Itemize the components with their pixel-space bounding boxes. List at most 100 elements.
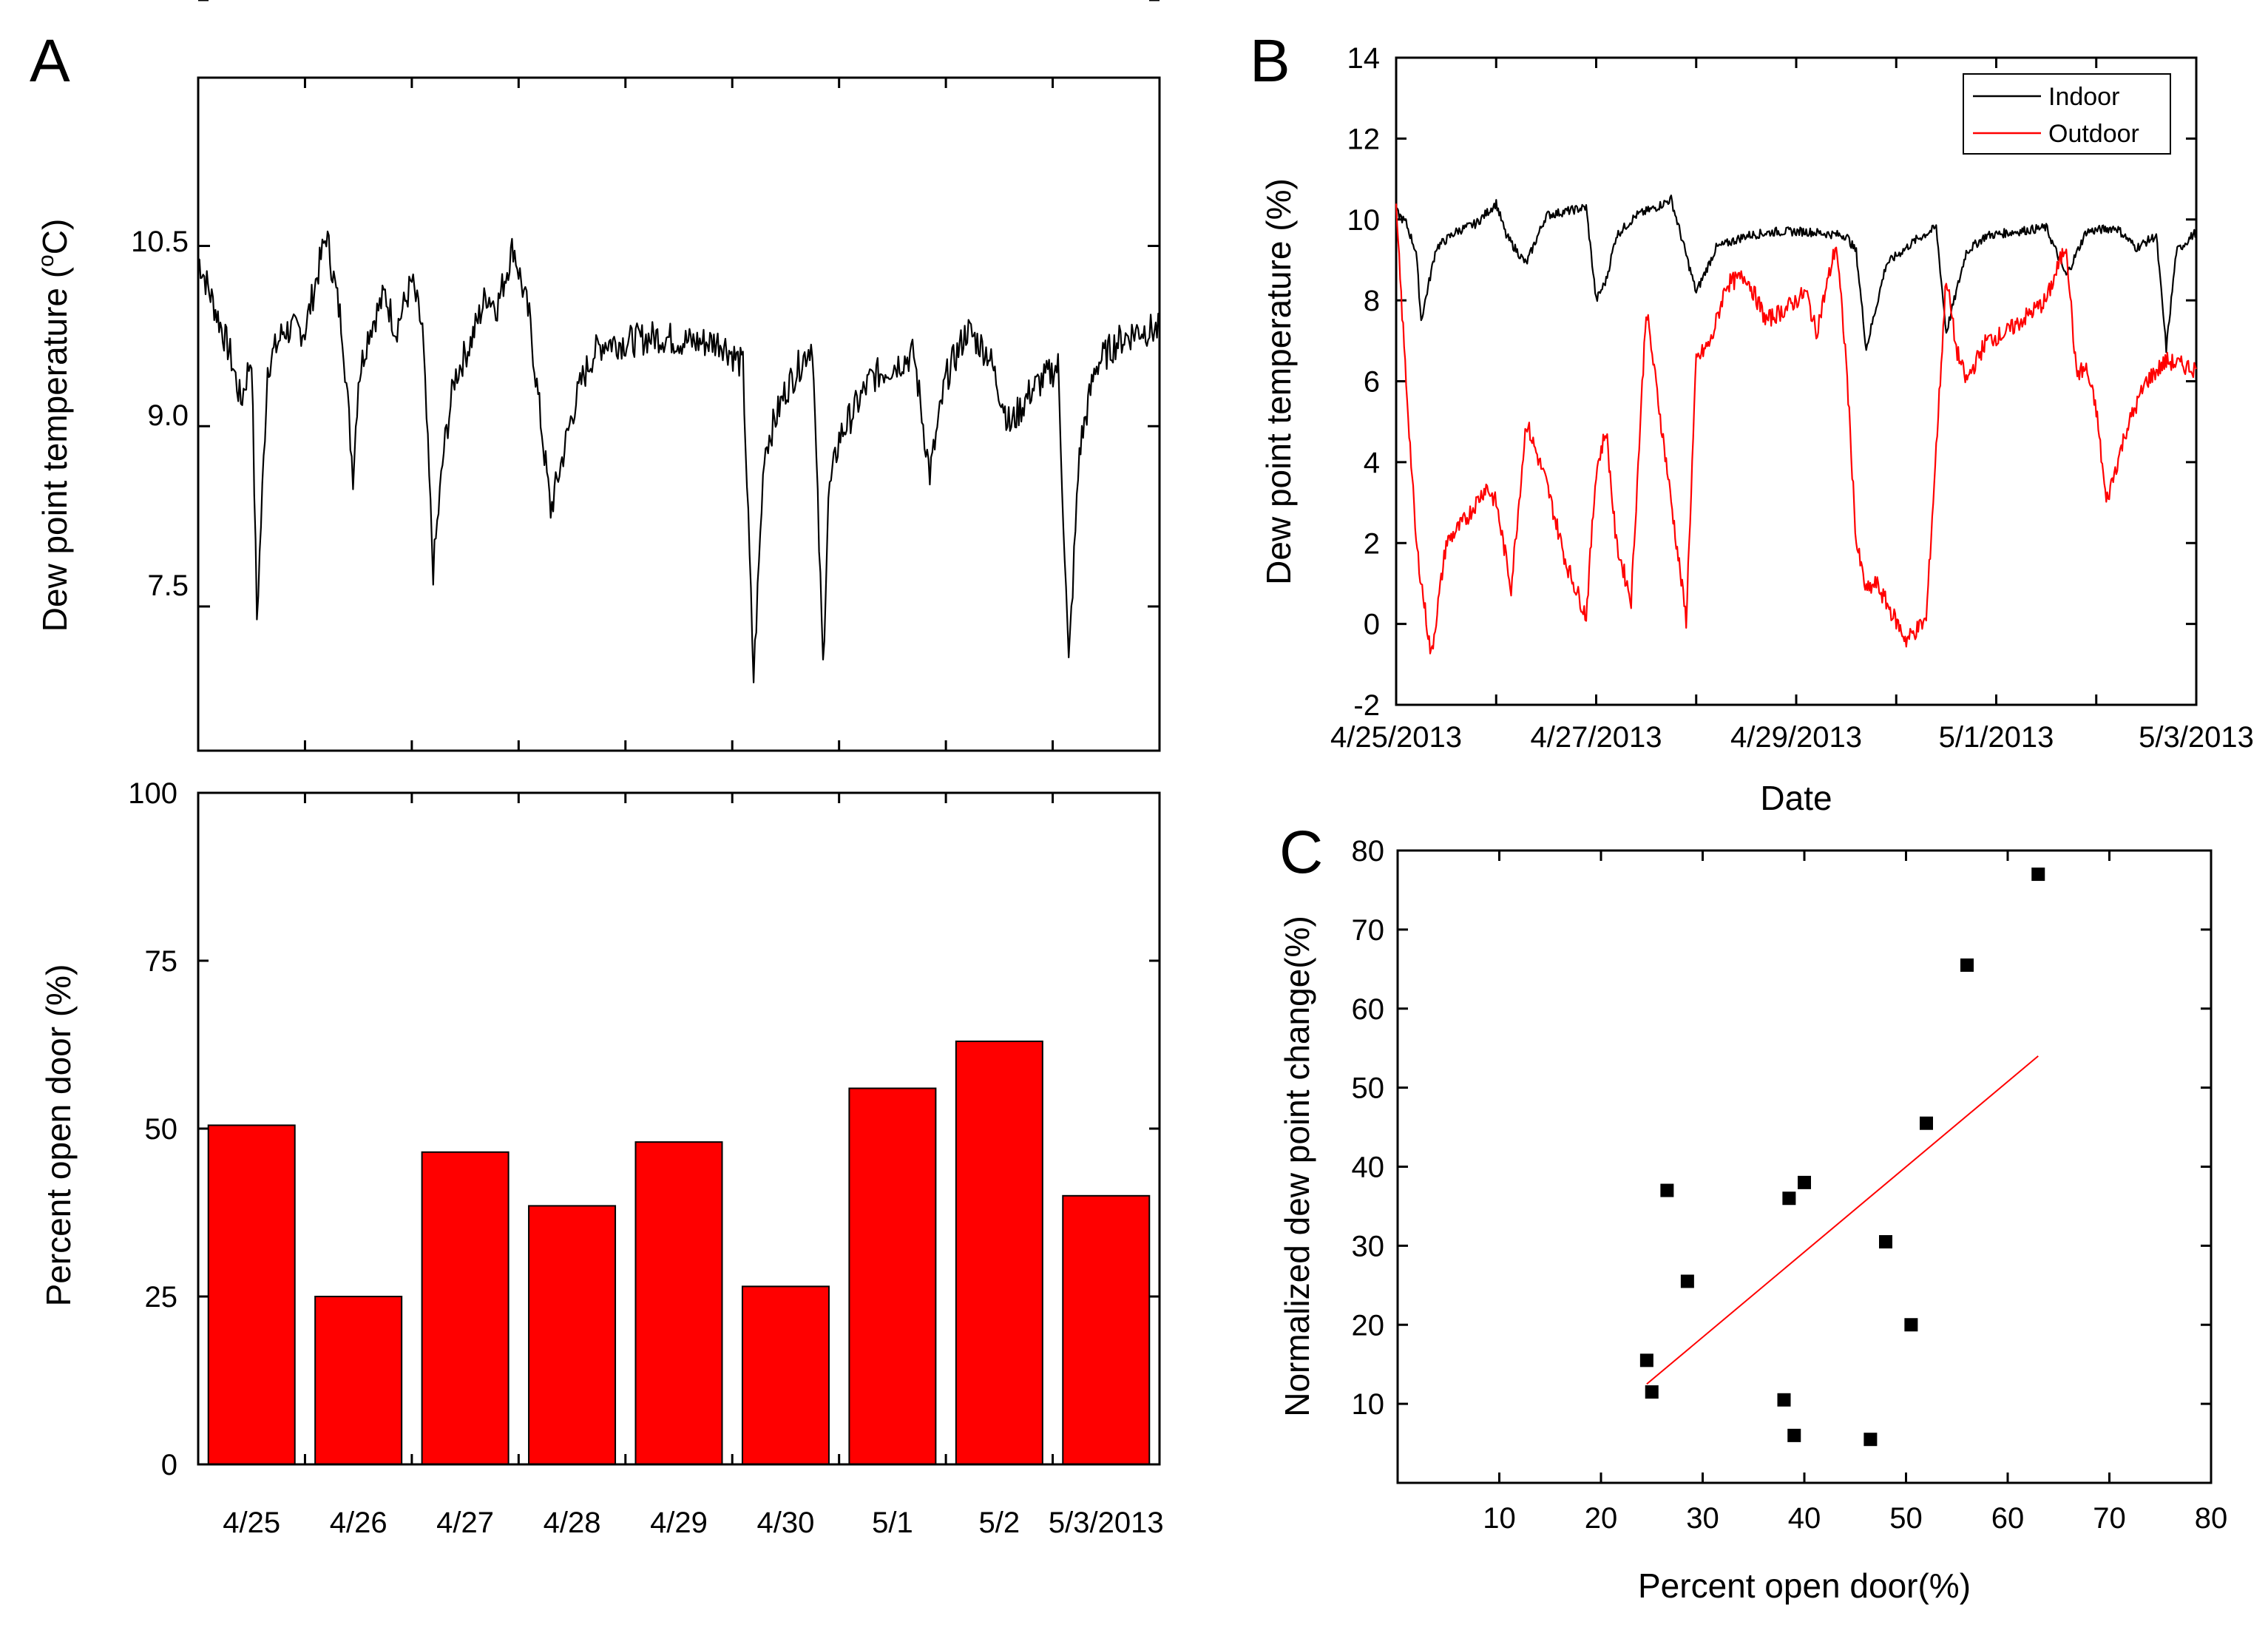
panel-b-indoor-line: [1395, 195, 2198, 354]
panel-c-point: [1645, 1385, 1659, 1399]
panel-b-xtick-label: 5/3/2013: [2139, 721, 2254, 754]
panel-c-points: [1639, 868, 2045, 1447]
panel-c-ytick-label: 30: [1352, 1230, 1385, 1262]
panel-b: B -2 0 2 4 6 8 10 12 14 4/25/2013 4/27/2013 4/29/2…: [1250, 27, 2254, 817]
panel-a-bottom-xtick-label: 5/2: [979, 1507, 1020, 1539]
panel-a-top-ylabel-main: Dew point temperature (: [35, 266, 74, 632]
panel-c-point: [1798, 1175, 1811, 1189]
panel-b-xtick-labels: 4/25/2013 4/27/2013 4/29/2013 5/1/2013 5/3/2…: [1330, 721, 2254, 754]
panel-a-top-chart: 7.5 9.0 10.5 Dew point temperature (oC): [34, 0, 1161, 752]
panel-a-bottom-ytick-label: 75: [145, 945, 178, 978]
panel-b-frame: [1395, 56, 2198, 706]
panel-c-xtick-label: 60: [1991, 1502, 2025, 1535]
panel-c-y-axis-label: Normalized dew point change(%): [1278, 916, 1316, 1417]
panel-c-ytick-label: 60: [1352, 993, 1385, 1026]
panel-c-xtick-label: 50: [1889, 1502, 1923, 1535]
panel-a-top-ylabel-sup: o: [34, 254, 58, 267]
panel-c-point: [1904, 1318, 1918, 1332]
panel-a-bottom-xtick-label: 4/30: [757, 1507, 815, 1539]
panel-c-xtick-label: 20: [1585, 1502, 1618, 1535]
panel-a-bottom-ytick-label: 0: [161, 1449, 177, 1481]
panel-a-bar: [634, 1141, 723, 1466]
panel-c-point: [1787, 1428, 1801, 1442]
panel-b-ytick-labels: -2 0 2 4 6 8 10 12 14: [1347, 42, 1381, 722]
panel-a-bottom-ytick-label: 50: [145, 1113, 178, 1146]
panel-b-ytick-label: -2: [1353, 689, 1380, 722]
panel-c-x-axis-label: Percent open door(%): [1638, 1566, 1971, 1605]
panel-c-xtick-label: 40: [1788, 1502, 1821, 1535]
panel-c-point: [1864, 1433, 1878, 1447]
panel-a-top-ytick-label: 7.5: [147, 569, 189, 602]
panel-b-ticks: [1395, 56, 2198, 706]
panel-b-xtick-label: 4/29/2013: [1730, 721, 1862, 754]
panel-b-ytick-label: 0: [1364, 609, 1380, 641]
panel-a-bottom-xtick-label: 4/29: [650, 1507, 708, 1539]
panel-a-bottom-xtick-label: 4/25: [223, 1507, 280, 1539]
panel-b-legend-indoor-label: Indoor: [2048, 83, 2119, 111]
panel-c-point: [1680, 1274, 1694, 1288]
panel-b-xtick-label: 5/1/2013: [1939, 721, 2054, 754]
panel-c-point: [1660, 1183, 1674, 1197]
panel-a-top-frame: [197, 76, 1161, 752]
panel-b-legend-outdoor-label: Outdoor: [2048, 120, 2139, 148]
panel-a-bar: [421, 1151, 510, 1466]
panel-c-ytick-label: 70: [1352, 914, 1385, 947]
panel-c-point: [1879, 1235, 1892, 1249]
panel-a-top-ytick-label: 10.5: [131, 226, 189, 258]
panel-c-letter: C: [1279, 819, 1323, 886]
panel-a: A 7.5 9.0 10.5 Dew point temperature (oC…: [30, 0, 1164, 1539]
panel-b-xtick-label: 4/27/2013: [1531, 721, 1662, 754]
panel-c: C 10 20 30 40 50 60 70 80 10 20 30 40 50 60 70 80 Norm…: [1278, 819, 2227, 1605]
panel-c-xtick-label: 10: [1483, 1502, 1516, 1535]
panel-b-ytick-label: 4: [1364, 447, 1380, 479]
panel-c-fit-line: [1646, 1055, 2039, 1385]
panel-a-top-dewpoint-line: [197, 230, 1161, 683]
panel-b-outdoor-line: [1395, 203, 2198, 655]
panel-c-ytick-label: 10: [1352, 1388, 1385, 1421]
panel-c-point: [1777, 1393, 1791, 1407]
panel-c-point: [1782, 1191, 1796, 1206]
panel-b-legend-box: [1963, 73, 2171, 155]
panel-b-ytick-label: 6: [1364, 366, 1380, 399]
panel-a-top-ytick-label: 9.0: [147, 399, 189, 432]
panel-a-top-ylabel-end: C): [35, 219, 74, 255]
panel-c-xtick-labels: 10 20 30 40 50 60 70 80: [1483, 1502, 2227, 1535]
panel-b-y-axis-label: Dew point temperature (%): [1259, 178, 1298, 585]
panel-a-bottom-ytick-label: 100: [128, 777, 177, 810]
panel-c-xtick-label: 70: [2093, 1502, 2126, 1535]
panel-c-point: [1960, 958, 1974, 972]
panel-a-bottom-xtick-label: 5/1: [872, 1507, 913, 1539]
panel-a-bottom-xtick-label: 4/28: [544, 1507, 601, 1539]
panel-c-ytick-label: 20: [1352, 1309, 1385, 1342]
panel-c-xtick-label: 80: [2195, 1502, 2228, 1535]
panel-c-ytick-labels: 10 20 30 40 50 60 70 80: [1352, 835, 1385, 1421]
panel-b-ytick-label: 10: [1347, 204, 1381, 237]
panel-c-ytick-label: 50: [1352, 1072, 1385, 1105]
panel-a-bars: [207, 1040, 1151, 1466]
panel-c-ytick-label: 80: [1352, 835, 1385, 868]
panel-a-letter: A: [30, 27, 70, 95]
panel-a-bar: [314, 1296, 403, 1465]
panel-a-bottom-xtick-label: 4/26: [330, 1507, 387, 1539]
panel-c-frame: [1396, 849, 2213, 1484]
panel-a-bar: [848, 1087, 937, 1466]
panel-a-bottom-ytick-label: 25: [145, 1281, 178, 1314]
panel-b-ytick-label: 12: [1347, 123, 1381, 155]
panel-a-bar: [528, 1205, 617, 1466]
panel-b-ytick-label: 14: [1347, 42, 1381, 75]
panel-c-xtick-label: 30: [1686, 1502, 1719, 1535]
panel-b-ytick-label: 8: [1364, 285, 1380, 317]
panel-a-bottom-y-axis-label: Percent open door (%): [39, 964, 78, 1307]
panel-a-bar: [207, 1124, 296, 1465]
panel-a-bottom-ticks: [197, 791, 1161, 1466]
panel-a-top-ticks: [197, 0, 1161, 751]
panel-c-ticks: [1396, 849, 2213, 1484]
panel-a-bottom-xtick-labels: 4/25 4/26 4/27 4/28 4/29 4/30 5/1 5/2 5/3/2013: [223, 1507, 1163, 1539]
panel-b-legend: Indoor Outdoor: [1963, 73, 2171, 155]
panel-a-bar: [741, 1285, 830, 1465]
panel-c-ytick-label: 40: [1352, 1152, 1385, 1184]
panel-a-bottom-chart: 0 25 50 75 100 4/25 4/26 4/27 4/28 4/29 4/30 5…: [39, 777, 1164, 1539]
panel-a-bar: [1062, 1194, 1151, 1466]
panel-b-x-axis-label: Date: [1760, 779, 1832, 817]
